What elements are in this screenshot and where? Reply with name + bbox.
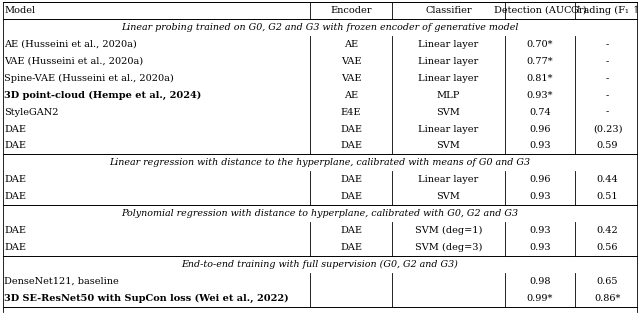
Text: 0.93: 0.93 [529, 243, 551, 252]
Text: End-to-end training with full supervision (G0, G2 and G3): End-to-end training with full supervisio… [182, 260, 458, 269]
Text: Linear layer: Linear layer [419, 125, 479, 133]
Text: -: - [606, 40, 609, 49]
Text: 0.93: 0.93 [529, 226, 551, 235]
Text: -: - [606, 74, 609, 83]
Text: Classifier: Classifier [425, 6, 472, 15]
Text: (0.23): (0.23) [593, 125, 622, 133]
Text: DAE: DAE [4, 192, 26, 201]
Text: 0.86*: 0.86* [595, 294, 621, 303]
Text: AE: AE [344, 40, 358, 49]
Text: AE (Husseini et al., 2020a): AE (Husseini et al., 2020a) [4, 40, 137, 49]
Text: 3D SE-ResNet50 with SupCon loss (Wei et al., 2022): 3D SE-ResNet50 with SupCon loss (Wei et … [4, 294, 289, 303]
Text: Linear layer: Linear layer [419, 57, 479, 66]
Text: DAE: DAE [340, 125, 362, 133]
Text: 0.70*: 0.70* [527, 40, 553, 49]
Text: Grading (F₁ ↑): Grading (F₁ ↑) [571, 6, 640, 15]
Text: 0.56: 0.56 [596, 243, 618, 252]
Text: Polynomial regression with distance to hyperplane, calibrated with G0, G2 and G3: Polynomial regression with distance to h… [122, 209, 518, 218]
Text: DAE: DAE [4, 142, 26, 150]
Text: 3D point-cloud (Hempe et al., 2024): 3D point-cloud (Hempe et al., 2024) [4, 91, 201, 100]
Text: 0.99*: 0.99* [527, 294, 553, 303]
Text: Linear layer: Linear layer [419, 175, 479, 184]
Text: SVM (deg=1): SVM (deg=1) [415, 226, 482, 235]
Text: 0.93*: 0.93* [527, 91, 553, 100]
Text: Encoder: Encoder [330, 6, 372, 15]
Text: 0.93: 0.93 [529, 142, 551, 150]
Text: 0.42: 0.42 [596, 226, 618, 235]
Text: Linear probing trained on G0, G2 and G3 with frozen encoder of generative model: Linear probing trained on G0, G2 and G3 … [122, 23, 518, 32]
Text: -: - [606, 108, 609, 116]
Text: Linear layer: Linear layer [419, 40, 479, 49]
Text: DAE: DAE [4, 125, 26, 133]
Text: DAE: DAE [340, 142, 362, 150]
Text: AE: AE [344, 91, 358, 100]
Text: SVM: SVM [436, 192, 460, 201]
Text: DAE: DAE [4, 226, 26, 235]
Text: SVM: SVM [436, 142, 460, 150]
Text: 0.44: 0.44 [596, 175, 618, 184]
Text: E4E: E4E [340, 108, 361, 116]
Text: SVM: SVM [436, 108, 460, 116]
Text: 0.96: 0.96 [529, 175, 551, 184]
Text: SVM (deg=3): SVM (deg=3) [415, 243, 482, 252]
Text: 0.65: 0.65 [596, 277, 618, 286]
Text: 0.59: 0.59 [596, 142, 618, 150]
Text: Linear layer: Linear layer [419, 74, 479, 83]
Text: 0.96: 0.96 [529, 125, 551, 133]
Text: 0.77*: 0.77* [527, 57, 554, 66]
Text: 0.74: 0.74 [529, 108, 551, 116]
Text: DAE: DAE [4, 243, 26, 252]
Text: DAE: DAE [340, 175, 362, 184]
Text: StyleGAN2: StyleGAN2 [4, 108, 58, 116]
Text: DAE: DAE [4, 175, 26, 184]
Text: Spine-VAE (Husseini et al., 2020a): Spine-VAE (Husseini et al., 2020a) [4, 74, 173, 83]
Text: Detection (AUC ↑): Detection (AUC ↑) [493, 6, 586, 15]
Text: VAE: VAE [340, 74, 361, 83]
Text: Model: Model [4, 6, 35, 15]
Text: 0.81*: 0.81* [527, 74, 553, 83]
Text: 0.51: 0.51 [596, 192, 618, 201]
Text: VAE: VAE [340, 57, 361, 66]
Text: MLP: MLP [437, 91, 460, 100]
Text: -: - [606, 57, 609, 66]
Text: 0.93: 0.93 [529, 192, 551, 201]
Text: DAE: DAE [340, 192, 362, 201]
Text: VAE (Husseini et al., 2020a): VAE (Husseini et al., 2020a) [4, 57, 143, 66]
Text: DAE: DAE [340, 226, 362, 235]
Text: Linear regression with distance to the hyperplane, calibrated with means of G0 a: Linear regression with distance to the h… [109, 159, 531, 167]
Text: DenseNet121, baseline: DenseNet121, baseline [4, 277, 119, 286]
Text: -: - [606, 91, 609, 100]
Text: DAE: DAE [340, 243, 362, 252]
Text: 0.98: 0.98 [529, 277, 551, 286]
